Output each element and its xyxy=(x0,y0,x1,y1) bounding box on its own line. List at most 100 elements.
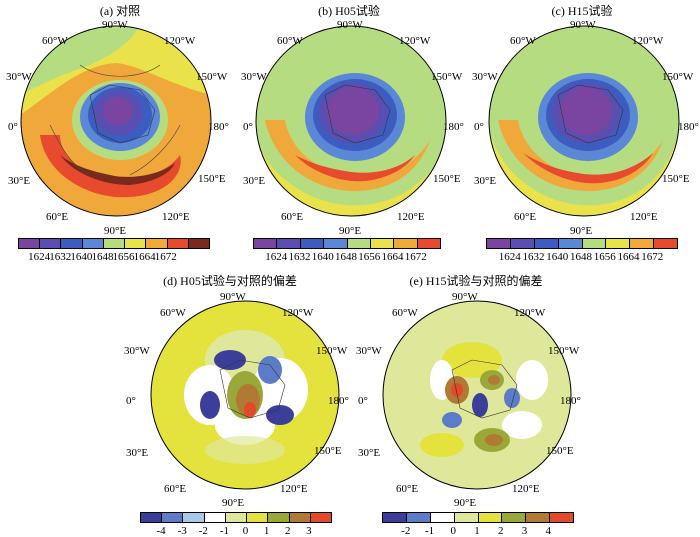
colorbar-swatch xyxy=(125,239,147,248)
colorbar-tick-label: 1672 xyxy=(404,251,427,263)
colorbar-swatch xyxy=(383,513,407,522)
label-180: 180° xyxy=(560,395,581,407)
label-30e: 30°E xyxy=(8,175,31,187)
colorbar-swatch xyxy=(510,239,535,248)
colorbar-tick-label: 1656 xyxy=(358,251,381,263)
label-150w: 150°W xyxy=(316,345,348,357)
label-0: 0° xyxy=(8,121,18,133)
label-30w: 30°W xyxy=(241,71,267,83)
colorbar-swatch xyxy=(225,513,248,522)
colorbar-tick-label: -3 xyxy=(177,525,187,537)
label-60w: 60°W xyxy=(277,35,303,47)
colorbar-tick-label: 4 xyxy=(545,525,552,537)
label-120w: 120°W xyxy=(399,35,431,47)
polar-map xyxy=(150,300,340,490)
panel-title: (c) H15试验 xyxy=(551,4,613,18)
colorbar-swatch xyxy=(289,513,311,522)
colorbar-tick-label: 1624 xyxy=(498,251,521,263)
label-120w: 120°W xyxy=(282,307,314,319)
label-60e: 60°E xyxy=(46,211,69,223)
colorbar-swatch xyxy=(324,239,348,248)
polar-map xyxy=(20,25,212,217)
colorbar-tick-label: 1632 xyxy=(522,251,545,263)
colorbar-tick-label: 1 xyxy=(474,525,480,537)
colorbar-swatch xyxy=(370,239,395,248)
colorbar-swatch xyxy=(478,513,503,522)
colorbar-tick-label: 1656 xyxy=(593,251,616,263)
panel-a: (a) 对照 60°W 90°W 120°W 30°W 150°W 0° 180… xyxy=(0,0,233,270)
colorbar-swatch xyxy=(103,239,126,248)
colorbar-tick-label: 2 xyxy=(498,525,504,537)
colorbar-tick-label: 1664 xyxy=(133,251,156,263)
colorbar-tick-label: 1672 xyxy=(154,251,177,263)
colorbar-swatch xyxy=(146,239,168,248)
colorbar-tick-label: 1656 xyxy=(112,251,135,263)
label-90w: 90°W xyxy=(570,19,596,31)
colorbar-swatch xyxy=(183,513,205,522)
label-30w: 30°W xyxy=(6,71,32,83)
label-120w: 120°W xyxy=(632,35,664,47)
label-120e: 120°E xyxy=(280,483,308,495)
colorbar-swatch xyxy=(300,239,325,248)
label-90w: 90°W xyxy=(337,19,363,31)
label-120w: 120°W xyxy=(164,35,196,47)
label-30w: 30°W xyxy=(124,345,150,357)
colorbar-swatch xyxy=(167,239,189,248)
label-30w: 30°W xyxy=(472,71,498,83)
label-30e: 30°E xyxy=(474,175,497,187)
colorbar-swatch xyxy=(247,513,269,522)
label-120e: 120°E xyxy=(397,211,425,223)
panel-title: (d) H05试验与对照的偏差 xyxy=(163,274,297,288)
colorbar-swatch xyxy=(630,239,655,248)
label-90e: 90°E xyxy=(454,497,477,509)
colorbar-tick-label: -1 xyxy=(219,525,230,537)
colorbar-swatch xyxy=(558,239,583,248)
label-90e: 90°E xyxy=(570,225,593,237)
colorbar-tick-label: 1664 xyxy=(617,251,640,263)
panel-e: (e) H15试验与对照的偏差 60°W 90°W 120°W 30°W 150… xyxy=(350,270,600,537)
colorbar-swatch xyxy=(454,513,479,522)
colorbar-swatch xyxy=(406,513,431,522)
panel-b: (b) H05试验 60°W 90°W 120°W 30°W 150°W 0° … xyxy=(233,0,466,270)
colorbar-swatch xyxy=(82,239,104,248)
colorbar-tick-label: 3 xyxy=(306,525,312,537)
colorbar-swatch xyxy=(310,513,331,522)
polar-map xyxy=(382,300,572,490)
colorbar-swatch xyxy=(162,513,184,522)
colorbar xyxy=(18,238,210,249)
label-150w: 150°W xyxy=(196,71,228,83)
colorbar-tick-label: 1648 xyxy=(335,251,357,263)
label-60w: 60°W xyxy=(510,35,536,47)
panel-title: (a) 对照 xyxy=(99,4,141,18)
colorbar-tick-label: 1672 xyxy=(641,251,664,263)
label-120w: 120°W xyxy=(514,307,546,319)
label-180: 180° xyxy=(208,121,229,133)
colorbar-tick-label: 0 xyxy=(450,525,457,537)
label-60e: 60°E xyxy=(396,483,419,495)
label-90e: 90°E xyxy=(339,225,362,237)
colorbar-swatch xyxy=(61,239,83,248)
colorbar-swatch xyxy=(19,239,41,248)
colorbar xyxy=(486,238,678,249)
colorbar-swatch xyxy=(487,239,511,248)
colorbar xyxy=(253,238,441,249)
label-120e: 120°E xyxy=(512,483,540,495)
colorbar-swatch xyxy=(606,239,631,248)
label-150w: 150°W xyxy=(662,71,694,83)
colorbar-tick-label: -1 xyxy=(424,525,435,537)
polar-map xyxy=(488,25,680,217)
label-90w: 90°W xyxy=(220,291,246,303)
label-150w: 150°W xyxy=(431,71,463,83)
colorbar-tick-label: 1632 xyxy=(288,251,311,263)
label-150e: 150°E xyxy=(198,173,226,185)
label-30e: 30°E xyxy=(243,175,266,187)
colorbar-tick-label: 2 xyxy=(285,525,291,537)
label-90w: 90°W xyxy=(102,19,128,31)
polar-map xyxy=(255,25,447,217)
label-150e: 150°E xyxy=(433,173,461,185)
colorbar-tick-label: 1640 xyxy=(311,251,334,263)
colorbar-tick-label: 1648 xyxy=(91,251,114,263)
colorbar-swatch xyxy=(204,513,226,522)
label-60e: 60°E xyxy=(514,211,537,223)
label-30w: 30°W xyxy=(356,345,382,357)
